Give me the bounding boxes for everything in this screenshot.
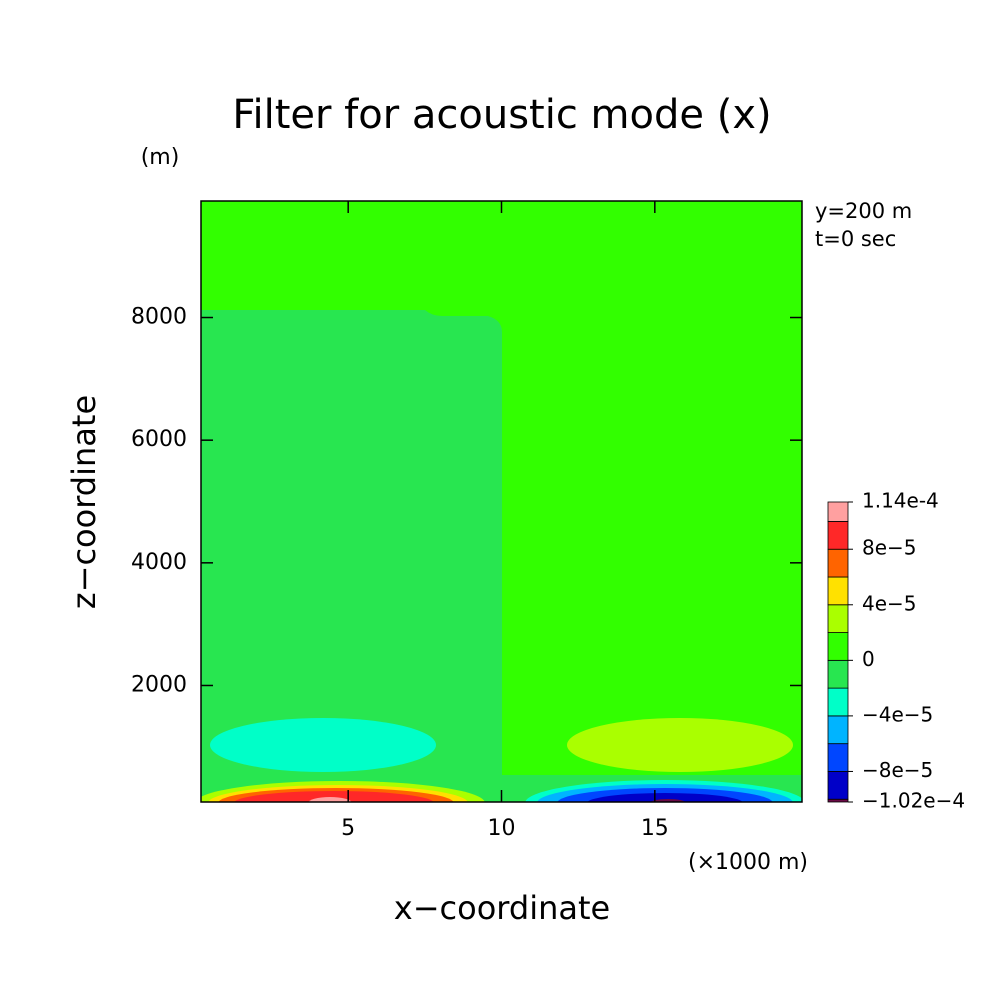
x-tick-label: 5 [341,816,355,841]
contour-region [557,788,773,802]
colorbar-segment [827,501,849,522]
contour-field [201,201,802,802]
colorbar-tick-label: −4e−5 [862,702,933,726]
y-tick-label: 2000 [131,672,187,697]
x-tick-label: 10 [488,816,516,841]
contour-region [201,310,802,802]
chart-title: Filter for acoustic mode (x) [232,92,771,138]
colorbar-segment [827,659,849,689]
annotation: y=200 m [815,199,912,223]
colorbar-segment [827,687,849,717]
contour-region [587,793,743,802]
colorbar-segment [827,576,849,606]
colorbar-segment [827,604,849,633]
colorbar-segment [827,521,849,550]
colorbar-segment [827,632,849,661]
colorbar-tick-label: −8e−5 [862,758,933,782]
y-tick-label: 6000 [131,427,187,452]
colorbar-segment [827,798,849,803]
y-unit: (m) [141,145,180,170]
colorbar-segment [827,548,849,578]
colorbar-segment [827,715,849,745]
colorbar-tick-label: 1.14e-4 [862,489,939,513]
colorbar-tick-label: 8e−5 [862,536,917,560]
y-tick-label: 4000 [131,550,187,575]
x-tick-label: 15 [641,816,669,841]
contour-region [210,718,436,772]
colorbar-tick-label: −1.02e−4 [862,789,965,813]
colorbar-tick-label: 0 [862,647,875,671]
x-unit: (×1000 m) [688,850,808,875]
y-tick-label: 8000 [131,305,187,330]
annotation: t=0 sec [815,227,896,251]
y-axis-label: z−coordinate [65,395,103,609]
colorbar-segment [827,771,849,800]
contour-region [308,797,352,802]
colorbar-tick-label: 4e−5 [862,591,917,615]
colorbar-segment [827,743,849,772]
x-axis-label: x−coordinate [394,889,610,927]
contour-region [567,718,793,772]
contour-region [234,791,434,802]
